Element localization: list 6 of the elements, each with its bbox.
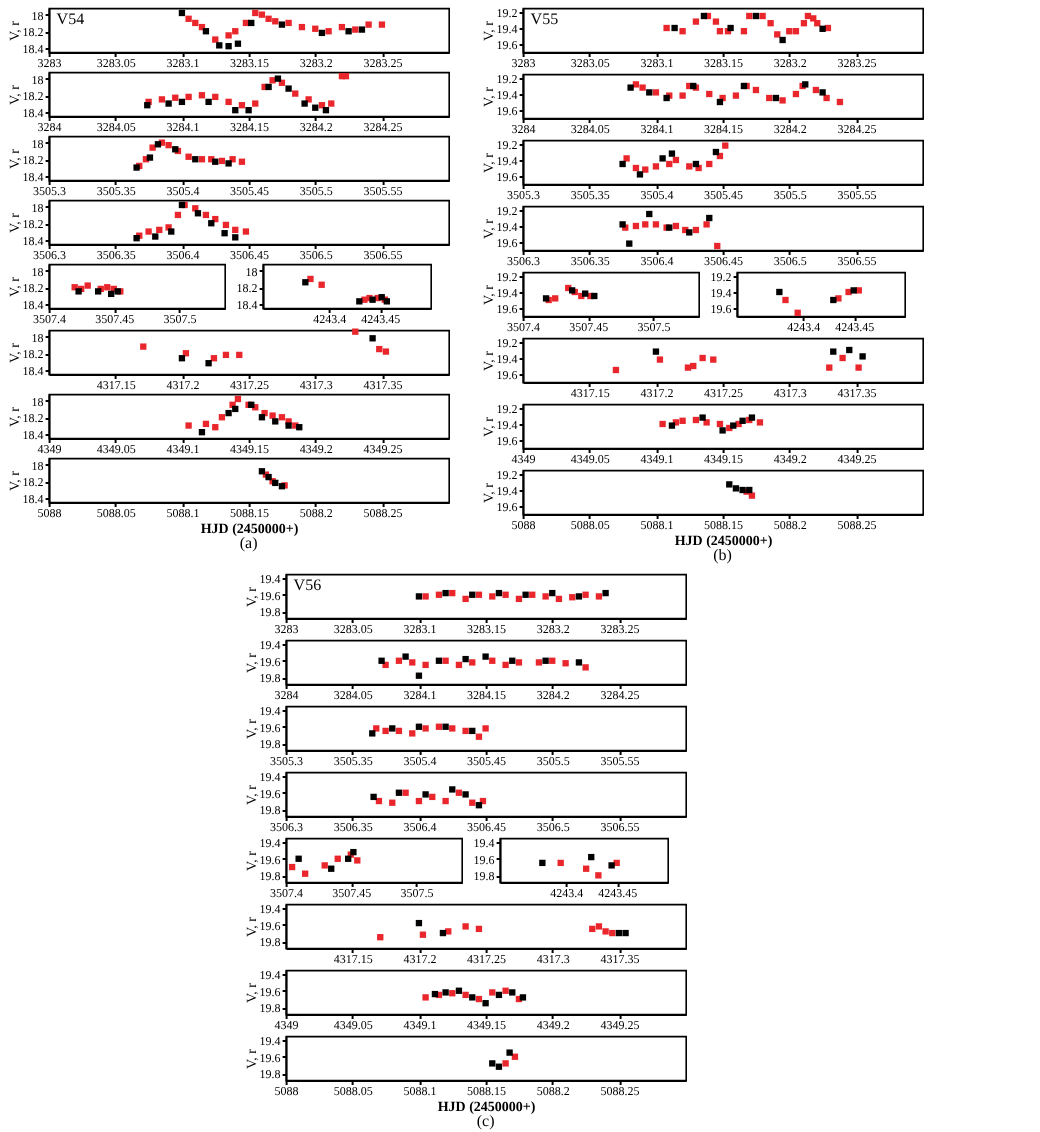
text: (b): [713, 546, 733, 564]
annotation: V54: [56, 10, 85, 28]
annotation: V55: [530, 10, 559, 28]
annotation: V56: [293, 576, 322, 594]
text: (a): [239, 534, 259, 552]
text: (c): [476, 1112, 496, 1130]
